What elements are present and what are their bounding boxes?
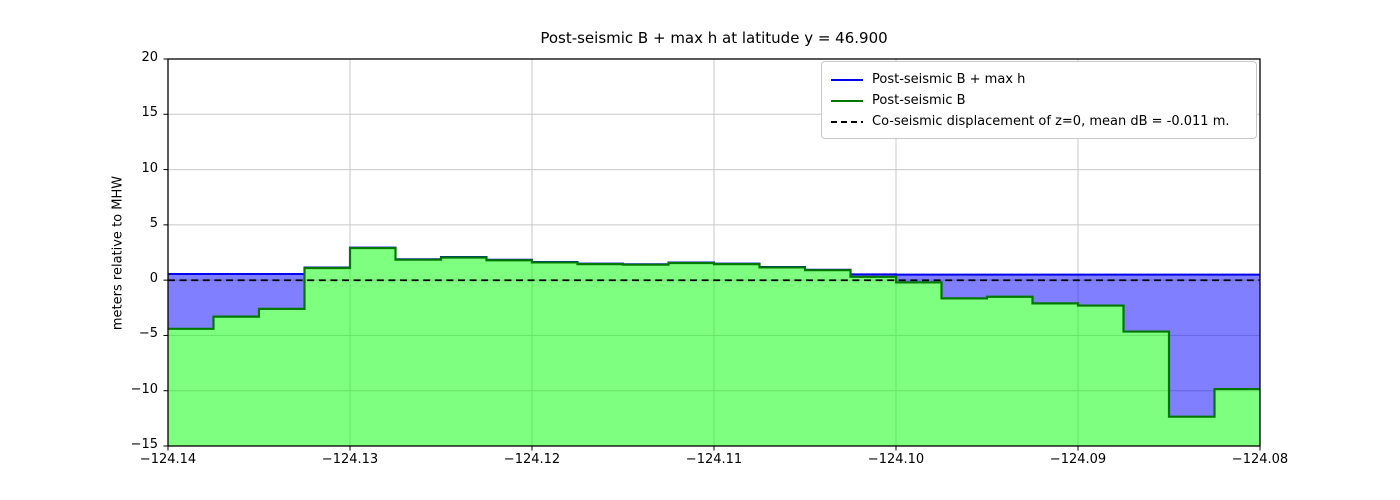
legend-label: Co-seismic displacement of z=0, mean dB … <box>872 114 1230 129</box>
legend: Post-seismic B + max h Post-seismic B Co… <box>821 61 1257 139</box>
chart-title: Post-seismic B + max h at latitude y = 4… <box>540 29 888 47</box>
legend-line-blue-icon <box>831 78 863 81</box>
legend-label: Post-seismic B + max h <box>872 72 1026 87</box>
y-axis-label: meters relative to MHW <box>110 175 126 331</box>
y-tick-label: 20 <box>141 50 158 65</box>
x-tick-label: −124.08 <box>1231 452 1289 467</box>
legend-entry-coseismic: Co-seismic displacement of z=0, mean dB … <box>831 111 1247 132</box>
x-tick-label: −124.09 <box>1049 452 1107 467</box>
y-tick-label: −10 <box>130 381 158 397</box>
legend-entry-b: Post-seismic B <box>831 90 1247 111</box>
legend-label: Post-seismic B <box>872 93 966 108</box>
x-tick-label: −124.14 <box>139 452 197 467</box>
legend-entry-b-plus-maxh: Post-seismic B + max h <box>831 69 1247 90</box>
y-tick-label: 15 <box>141 105 158 121</box>
y-tick-label: 0 <box>149 271 158 287</box>
x-tick-label: −124.12 <box>503 452 561 467</box>
b-plus-maxh-fill <box>168 247 1260 417</box>
x-tick-label: −124.13 <box>321 452 379 467</box>
post-seismic-b-line <box>168 246 1260 418</box>
x-tick-label: −124.11 <box>685 452 743 467</box>
legend-line-green-icon <box>831 99 863 102</box>
y-tick-label: 5 <box>149 215 158 231</box>
y-tick-label: −5 <box>138 326 158 342</box>
x-tick-label: −124.10 <box>867 452 925 467</box>
legend-line-dashed-icon <box>831 120 863 123</box>
y-tick-label: −15 <box>130 437 158 452</box>
y-tick-label: 10 <box>141 160 158 176</box>
